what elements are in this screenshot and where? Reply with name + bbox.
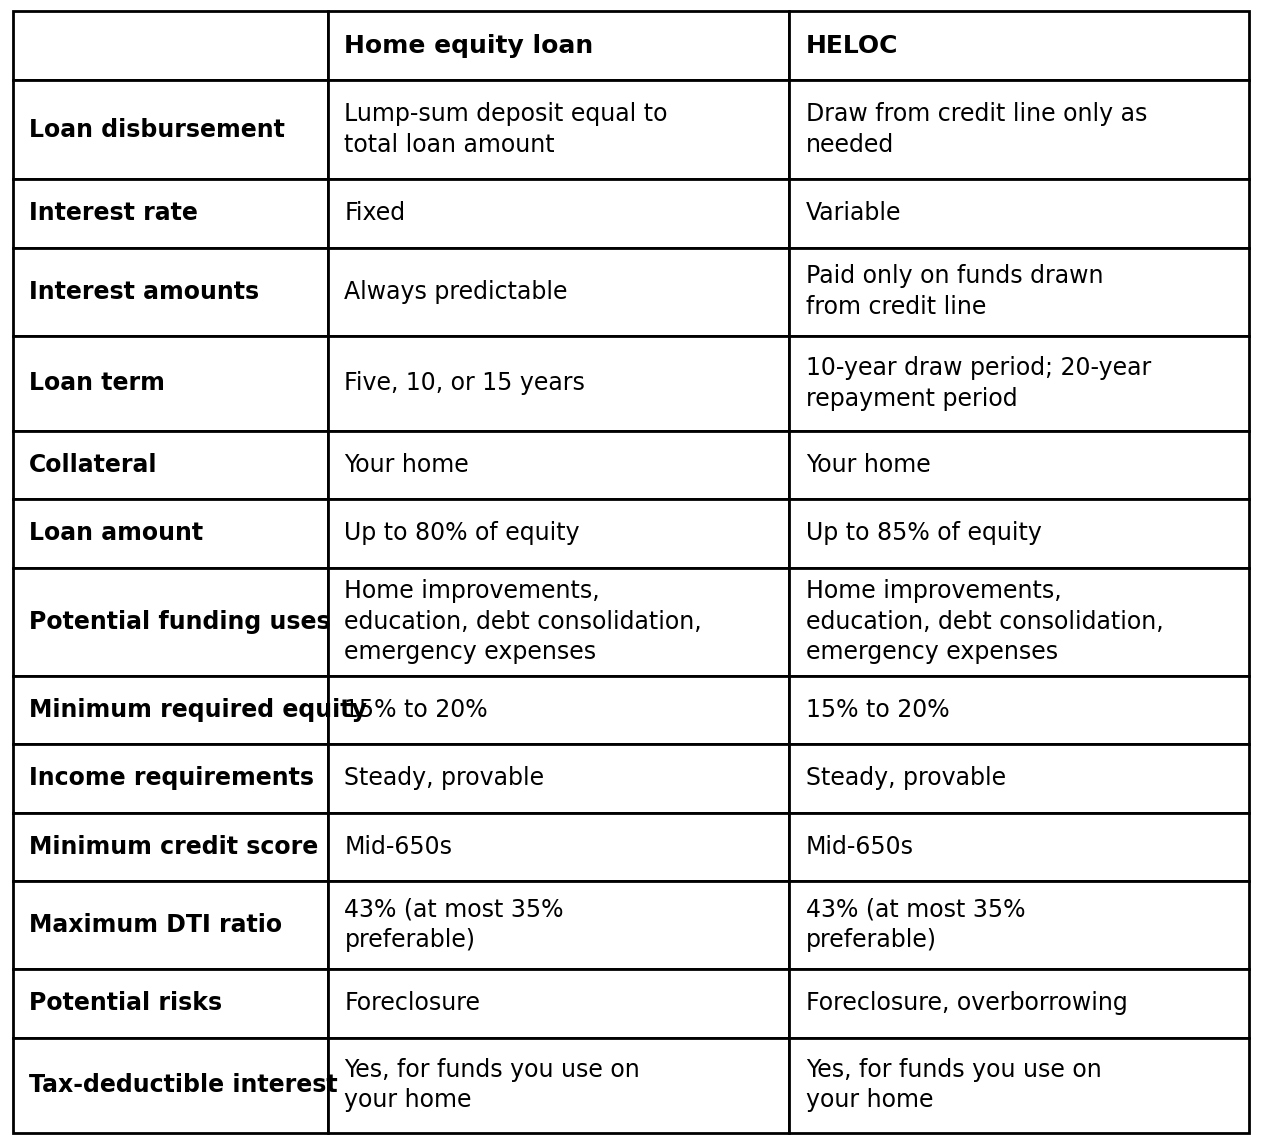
- Bar: [328, 744, 789, 812]
- Bar: [789, 180, 1249, 247]
- Text: Five, 10, or 15 years: Five, 10, or 15 years: [345, 372, 586, 396]
- Bar: [328, 180, 789, 247]
- Text: Yes, for funds you use on
your home: Yes, for funds you use on your home: [805, 1058, 1102, 1112]
- Bar: [328, 676, 789, 744]
- Bar: [789, 567, 1249, 676]
- Bar: [789, 969, 1249, 1038]
- Bar: [789, 11, 1249, 80]
- Bar: [328, 567, 789, 676]
- Text: Loan amount: Loan amount: [29, 522, 203, 546]
- Text: 43% (at most 35%
preferable): 43% (at most 35% preferable): [805, 898, 1025, 953]
- Text: Paid only on funds drawn
from credit line: Paid only on funds drawn from credit lin…: [805, 264, 1103, 319]
- Bar: [789, 881, 1249, 969]
- Bar: [789, 812, 1249, 881]
- Text: HELOC: HELOC: [805, 33, 899, 57]
- Bar: [13, 247, 328, 336]
- Text: Mid-650s: Mid-650s: [805, 835, 914, 859]
- Bar: [328, 1038, 789, 1133]
- Text: 15% to 20%: 15% to 20%: [805, 698, 949, 722]
- Bar: [789, 336, 1249, 431]
- Text: Steady, provable: Steady, provable: [345, 766, 544, 791]
- Bar: [13, 881, 328, 969]
- Text: Up to 80% of equity: Up to 80% of equity: [345, 522, 581, 546]
- Text: Interest amounts: Interest amounts: [29, 280, 259, 303]
- Bar: [328, 336, 789, 431]
- Bar: [789, 744, 1249, 812]
- Bar: [13, 11, 328, 80]
- Bar: [13, 567, 328, 676]
- Bar: [13, 431, 328, 499]
- Bar: [328, 11, 789, 80]
- Text: Potential risks: Potential risks: [29, 992, 222, 1016]
- Bar: [13, 676, 328, 744]
- Bar: [13, 744, 328, 812]
- Text: 43% (at most 35%
preferable): 43% (at most 35% preferable): [345, 898, 564, 953]
- Bar: [13, 180, 328, 247]
- Text: 10-year draw period; 20-year
repayment period: 10-year draw period; 20-year repayment p…: [805, 356, 1151, 411]
- Text: 15% to 20%: 15% to 20%: [345, 698, 488, 722]
- Bar: [13, 499, 328, 567]
- Bar: [328, 812, 789, 881]
- Bar: [328, 969, 789, 1038]
- Text: Your home: Your home: [805, 453, 930, 477]
- Text: Home improvements,
education, debt consolidation,
emergency expenses: Home improvements, education, debt conso…: [805, 579, 1164, 665]
- Bar: [13, 812, 328, 881]
- Text: Tax-deductible interest: Tax-deductible interest: [29, 1073, 338, 1097]
- Text: Income requirements: Income requirements: [29, 766, 314, 791]
- Text: Foreclosure: Foreclosure: [345, 992, 481, 1016]
- Text: Steady, provable: Steady, provable: [805, 766, 1006, 791]
- Bar: [328, 499, 789, 567]
- Bar: [789, 1038, 1249, 1133]
- Text: Minimum credit score: Minimum credit score: [29, 835, 318, 859]
- Text: Maximum DTI ratio: Maximum DTI ratio: [29, 913, 283, 937]
- Text: Variable: Variable: [805, 201, 901, 225]
- Text: Minimum required equity: Minimum required equity: [29, 698, 367, 722]
- Text: Loan disbursement: Loan disbursement: [29, 118, 285, 142]
- Text: Loan term: Loan term: [29, 372, 165, 396]
- Text: Your home: Your home: [345, 453, 469, 477]
- Text: Home improvements,
education, debt consolidation,
emergency expenses: Home improvements, education, debt conso…: [345, 579, 702, 665]
- Bar: [789, 247, 1249, 336]
- Text: Mid-650s: Mid-650s: [345, 835, 452, 859]
- Text: Potential funding uses: Potential funding uses: [29, 610, 331, 634]
- Text: Draw from credit line only as
needed: Draw from credit line only as needed: [805, 102, 1147, 157]
- Bar: [13, 336, 328, 431]
- Bar: [328, 881, 789, 969]
- Bar: [328, 247, 789, 336]
- Text: Fixed: Fixed: [345, 201, 405, 225]
- Text: Interest rate: Interest rate: [29, 201, 198, 225]
- Bar: [789, 431, 1249, 499]
- Text: Yes, for funds you use on
your home: Yes, for funds you use on your home: [345, 1058, 640, 1112]
- Text: Always predictable: Always predictable: [345, 280, 568, 303]
- Text: Lump-sum deposit equal to
total loan amount: Lump-sum deposit equal to total loan amo…: [345, 102, 668, 157]
- Bar: [13, 1038, 328, 1133]
- Bar: [789, 80, 1249, 180]
- Bar: [789, 499, 1249, 567]
- Text: Foreclosure, overborrowing: Foreclosure, overborrowing: [805, 992, 1127, 1016]
- Bar: [13, 80, 328, 180]
- Bar: [328, 431, 789, 499]
- Bar: [328, 80, 789, 180]
- Text: Home equity loan: Home equity loan: [345, 33, 593, 57]
- Bar: [789, 676, 1249, 744]
- Text: Collateral: Collateral: [29, 453, 158, 477]
- Text: Up to 85% of equity: Up to 85% of equity: [805, 522, 1041, 546]
- Bar: [13, 969, 328, 1038]
